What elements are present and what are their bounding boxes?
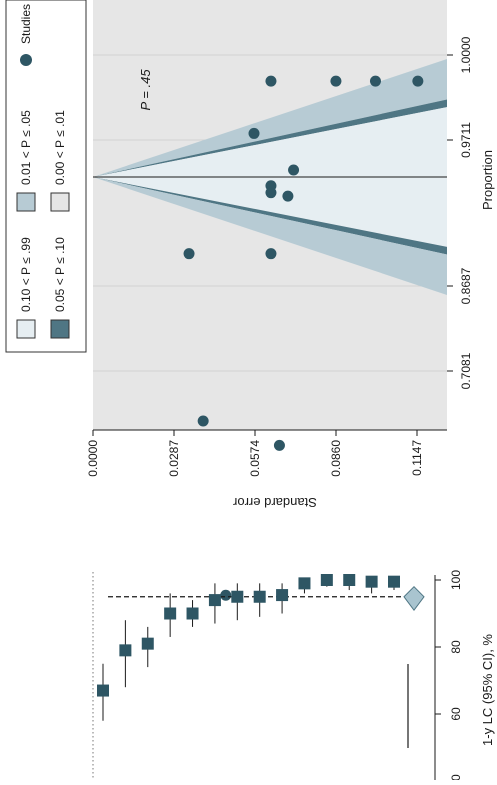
forest-study-box	[253, 590, 266, 603]
forest-tick-label: 100	[449, 570, 463, 590]
funnel-legend: 0.10 < P ≤ .99 0.05 < P ≤ .10 0.01 < P ≤ .…	[5, 0, 87, 353]
funnel-band-mid-upper	[93, 59, 447, 177]
forest-summary-diamond	[403, 585, 425, 611]
forest-tick-label: 40	[449, 774, 463, 780]
funnel-x-tick-label: 0.0860	[329, 440, 343, 477]
funnel-y-tick-label: 0.9711	[459, 122, 473, 158]
funnel-y-tick-label: 0.7081	[459, 352, 473, 389]
legend-label: Studies	[19, 4, 33, 44]
forest-study-box	[119, 644, 132, 657]
funnel-study-point	[197, 415, 209, 427]
forest-tick-label: 80	[449, 640, 463, 654]
funnel-y-tick-label: 0.8687	[459, 267, 473, 304]
forest-study-box	[298, 577, 311, 590]
forest-study-box	[141, 637, 154, 650]
funnel-study-point	[282, 190, 294, 202]
funnel-study-point	[412, 75, 424, 87]
forest-tick-label: 60	[449, 707, 463, 721]
forest-study-box	[231, 590, 244, 603]
funnel-x-ticks: 0.0000 0.0287 0.0574 0.0860 0.1147	[86, 430, 424, 477]
funnel-study-point	[273, 439, 285, 451]
forest-study-box	[186, 607, 199, 620]
forest-rows	[97, 574, 400, 721]
funnel-study-point	[265, 187, 277, 199]
funnel-x-tick-label: 0.1147	[410, 440, 424, 476]
forest-x-label: 1-y LC (95% CI), %	[480, 634, 495, 746]
funnel-band-mid-lower	[93, 177, 447, 295]
funnel-study-point	[183, 248, 195, 260]
funnel-y-tick-label: 1.0000	[459, 36, 473, 73]
forest-study-box	[343, 574, 356, 586]
legend-swatch	[16, 319, 36, 339]
funnel-x-label: Standard error	[232, 495, 316, 510]
funnel-study-point	[265, 75, 277, 87]
funnel-x-tick-label: 0.0287	[167, 440, 181, 477]
legend-swatch	[50, 319, 70, 339]
legend-box	[5, 0, 87, 353]
funnel-plot: P = .45 0.0000 0.0287 0.0574 0.0860 0.1147 S…	[5, 0, 495, 601]
funnel-x-tick-label: 0.0574	[248, 440, 262, 477]
forest-study-box	[276, 589, 289, 602]
forest-study-box	[164, 607, 177, 620]
forest-study-box	[365, 575, 378, 588]
funnel-study-point	[369, 75, 381, 87]
forest-study-box	[97, 684, 109, 697]
funnel-y-ticks: 0.7081 0.8687 0.9711 1.0000	[447, 36, 473, 389]
legend-label: 0.05 < P ≤ .10	[53, 237, 67, 312]
funnel-study-point	[330, 75, 342, 87]
legend-label: 0.00 < P ≤ .01	[53, 110, 67, 185]
funnel-study-point	[288, 164, 300, 176]
forest-plot: 40 60 80 100 1-y LC (95% CI), %	[92, 570, 495, 785]
legend-swatch	[50, 192, 70, 212]
funnel-study-point	[248, 127, 260, 139]
forest-study-box	[208, 594, 221, 607]
forest-study-box	[320, 574, 333, 586]
funnel-y-label: Proportion	[480, 150, 495, 210]
funnel-p-annotation: P = .45	[138, 69, 153, 111]
legend-label: 0.01 < P ≤ .05	[19, 110, 33, 185]
legend-label: 0.10 < P ≤ .99	[19, 237, 33, 312]
funnel-study-point	[220, 589, 232, 601]
funnel-study-point	[265, 248, 277, 260]
forest-study-box	[388, 575, 400, 588]
funnel-points	[183, 75, 424, 601]
funnel-band-dark-upper	[93, 99, 447, 177]
forest-x-ticks: 40 60 80 100	[435, 570, 463, 785]
legend-studies-marker	[20, 54, 32, 66]
funnel-x-tick-label: 0.0000	[86, 440, 100, 477]
legend-swatch	[16, 192, 36, 212]
